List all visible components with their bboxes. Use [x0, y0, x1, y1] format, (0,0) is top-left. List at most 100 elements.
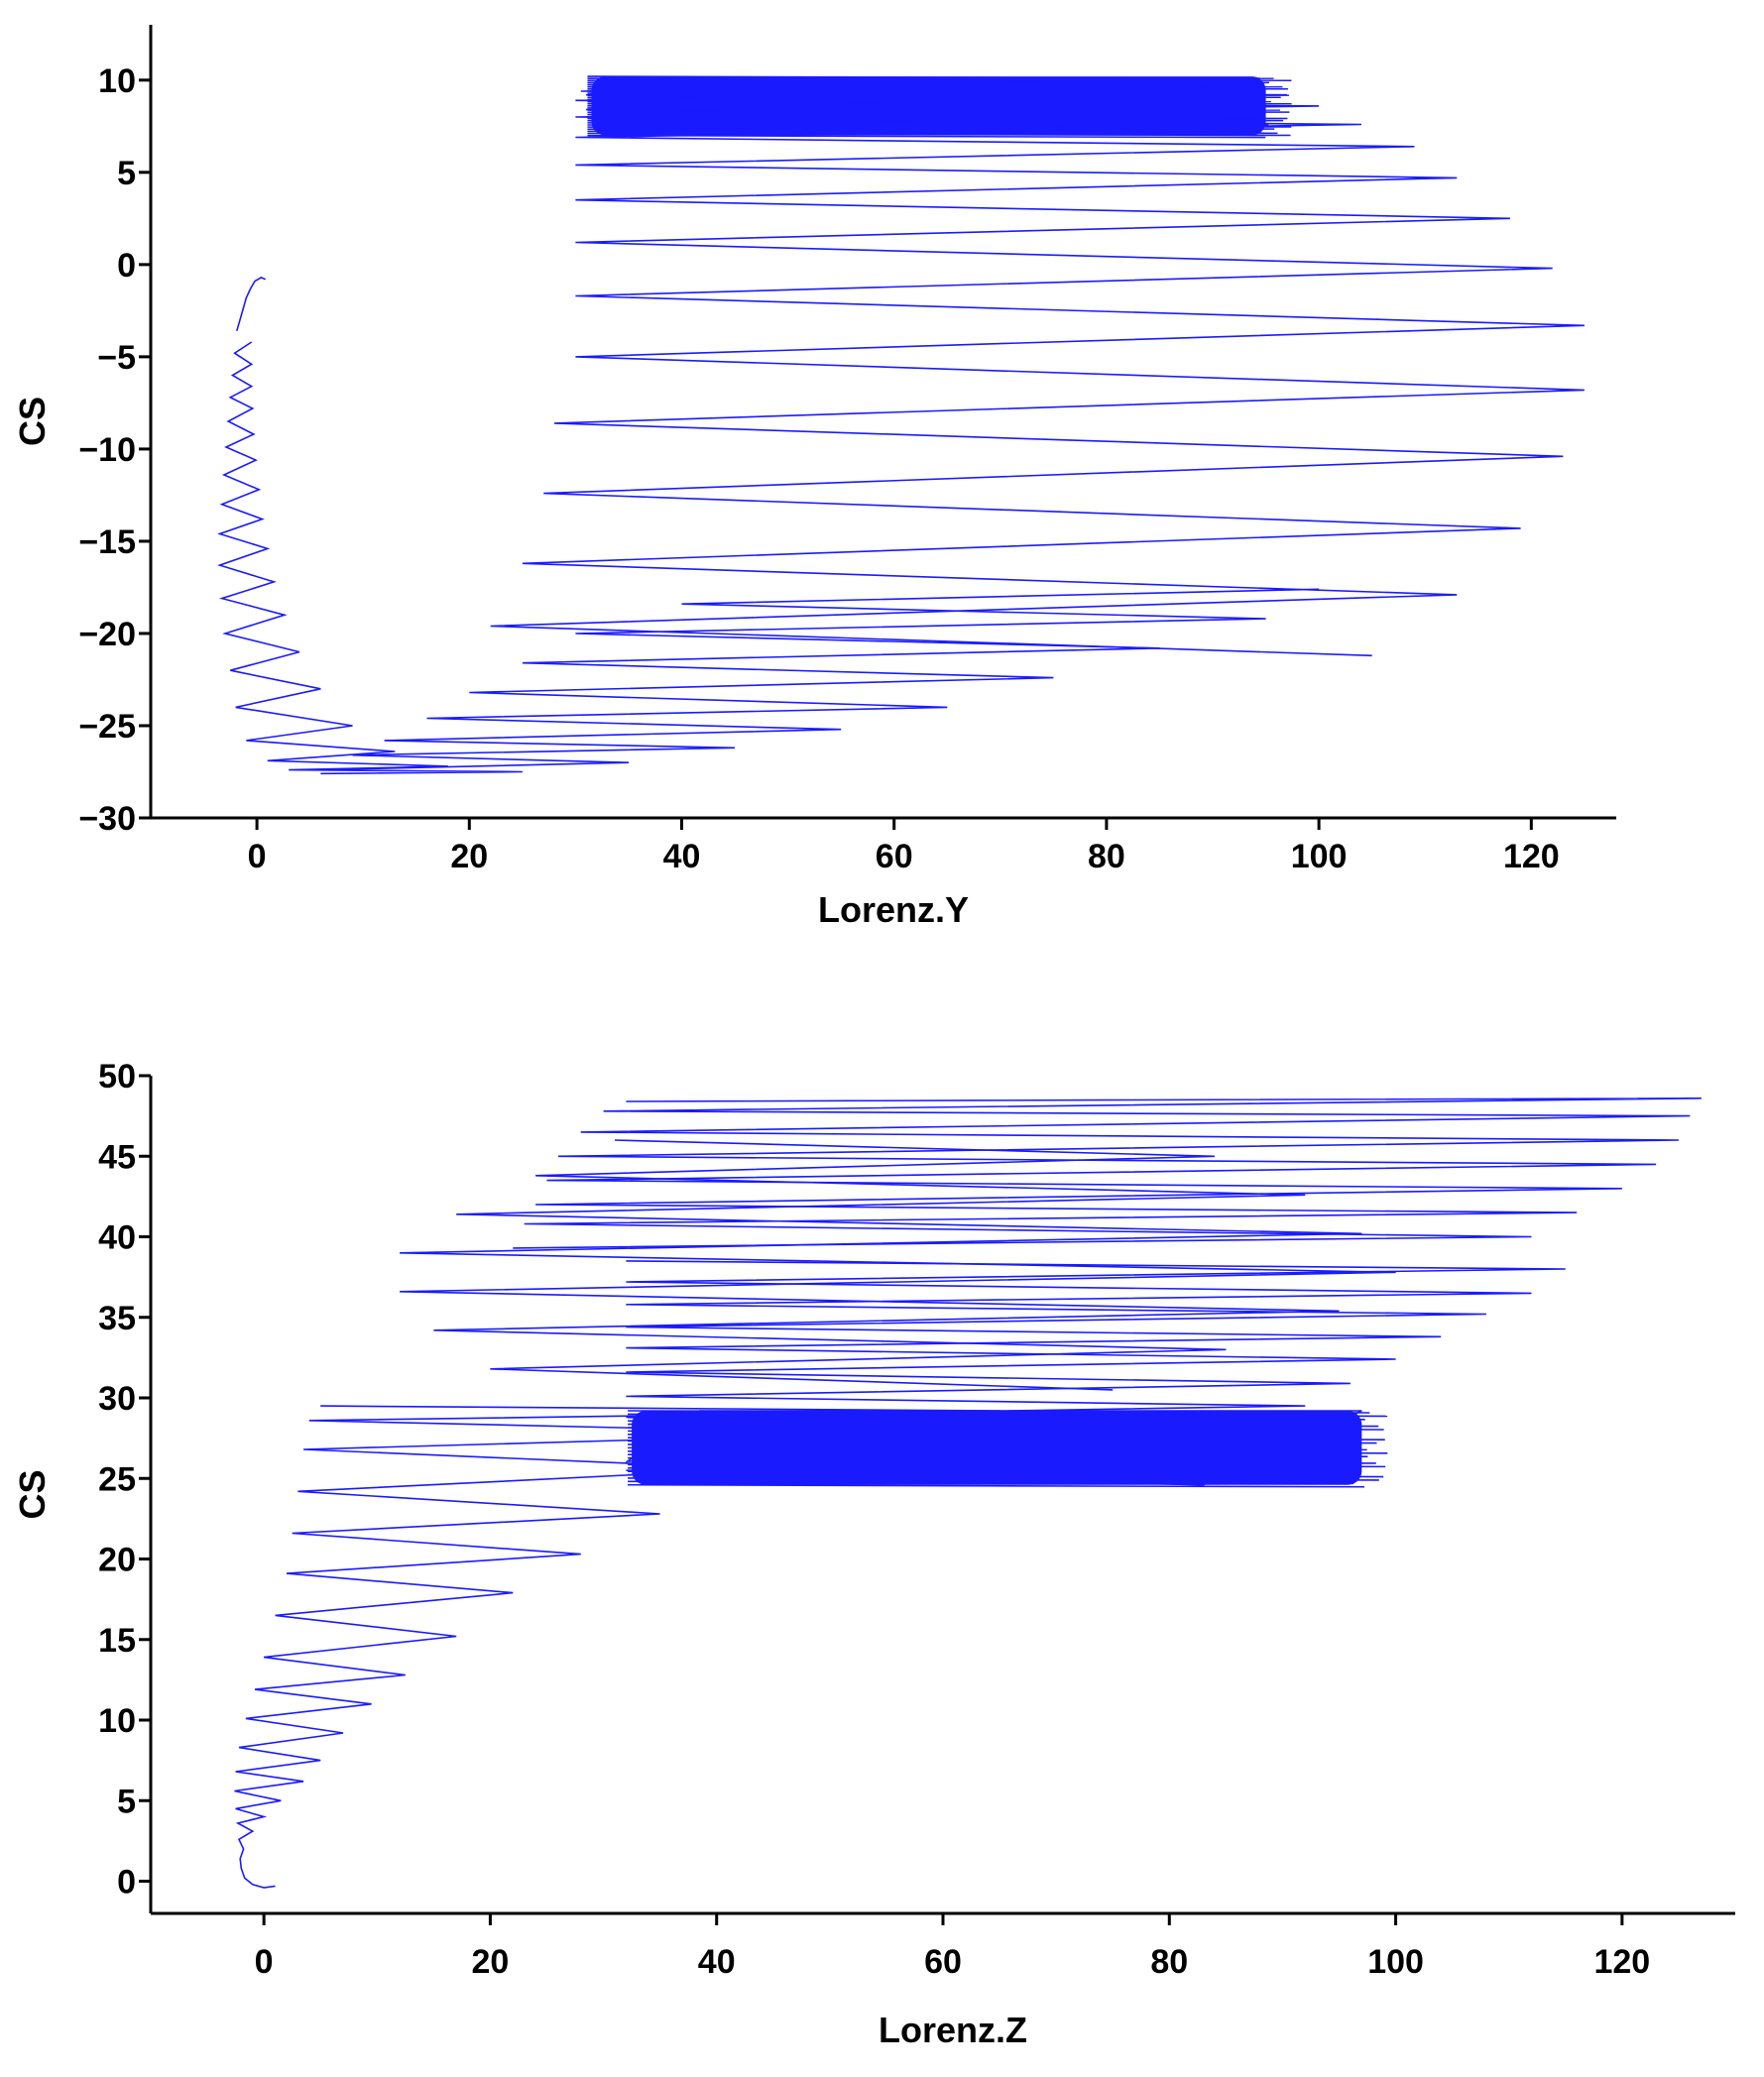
band-trace-line [628, 1427, 1384, 1431]
y-tick-label: 10 [98, 1702, 136, 1740]
band-trace-line [587, 126, 1275, 130]
band-trace-line [587, 115, 1288, 120]
y-tick-label: 20 [98, 1542, 136, 1579]
band-trace-line [628, 1480, 1353, 1485]
band-trace-line [628, 1423, 1379, 1428]
y-tick-label: 0 [117, 247, 136, 285]
x-tick-label: 60 [876, 838, 913, 875]
y-tick-label: 35 [98, 1300, 136, 1337]
band-trace-line [628, 1440, 1377, 1444]
x-tick-label: 100 [1291, 838, 1348, 875]
band-trace-line [587, 81, 1257, 86]
band-trace-line [628, 1460, 1376, 1464]
y-tick-label: −15 [78, 523, 136, 561]
band-trace-line [587, 90, 1263, 94]
x-tick-label: 40 [663, 838, 701, 875]
band-trace-line [628, 1413, 1388, 1418]
band-trace-line [628, 1410, 1370, 1414]
x-tick-label: 100 [1367, 1943, 1424, 1981]
y-tick-label: −5 [97, 339, 136, 377]
band-trace-line [587, 96, 1257, 101]
series-segment [490, 86, 1585, 657]
band-trace-line [628, 1430, 1357, 1435]
y-tick-label: −25 [78, 708, 136, 746]
band-trace-line [628, 1473, 1384, 1478]
y-axis-label: CS [12, 1469, 53, 1519]
band-trace-line [628, 1449, 1388, 1454]
band-trace-line [628, 1470, 1357, 1474]
x-tick-label: 0 [255, 1943, 274, 1981]
band-trace-line [587, 79, 1269, 84]
y-tick-label: 5 [117, 155, 136, 192]
band-trace-line [587, 107, 1281, 111]
x-tick-label: 80 [1150, 1943, 1188, 1981]
y-tick-label: 40 [98, 1219, 136, 1257]
x-axis-label: Lorenz.Y [818, 889, 969, 930]
series-segment [626, 1260, 1566, 1419]
band-trace-line [587, 102, 1272, 107]
y-tick-label: −30 [78, 800, 136, 838]
band-trace-line [587, 124, 1292, 128]
band-trace-line [628, 1483, 1365, 1488]
band-trace-line [587, 134, 1266, 139]
band-trace-line [587, 130, 1278, 135]
band-trace-line [587, 122, 1269, 126]
y-tick-label: 50 [98, 1058, 136, 1096]
band-trace-line [587, 92, 1290, 96]
band-trace-line [587, 132, 1291, 137]
x-tick-label: 60 [924, 1943, 962, 1981]
y-axis-label: CS [12, 397, 53, 446]
band-trace-line [587, 105, 1257, 109]
y-tick-label: −10 [78, 431, 136, 469]
band-trace-line [587, 75, 1274, 79]
y-tick-label: 25 [98, 1460, 136, 1498]
x-tick-label: 120 [1503, 838, 1560, 875]
band-trace-line [628, 1463, 1386, 1468]
x-tick-label: 20 [450, 838, 488, 875]
series-segment [513, 1097, 1702, 1249]
band-trace-line [587, 85, 1288, 90]
x-tick-label: 0 [248, 838, 267, 875]
band-trace-line [628, 1453, 1368, 1457]
band-trace-line [628, 1443, 1353, 1447]
band-trace-line [587, 119, 1258, 124]
x-tick-label: 80 [1088, 838, 1125, 875]
band-trace-line [587, 94, 1281, 99]
band-trace-line [628, 1420, 1353, 1424]
band-trace-line [628, 1416, 1365, 1421]
series-segment [217, 341, 523, 775]
x-tick-label: 20 [472, 1943, 510, 1981]
y-tick-label: −20 [78, 616, 136, 653]
y-tick-label: 45 [98, 1138, 136, 1176]
y-tick-label: 10 [98, 62, 136, 100]
x-axis-label: Lorenz.Z [879, 2010, 1027, 2050]
band-trace-line [587, 100, 1292, 105]
series-line [234, 1097, 1702, 1889]
y-tick-label: 0 [117, 1864, 136, 1902]
series-segment [234, 1405, 1000, 1889]
band-trace-line [587, 117, 1284, 122]
band-trace-line [628, 1477, 1379, 1481]
band-trace-line [587, 77, 1292, 82]
band-trace-line [587, 111, 1264, 116]
band-trace-line [587, 113, 1261, 118]
chart-top-lorenz-y: 10 5 0 −5 −10 −15 −20 −25 −30 0 20 40 60 80 100 120 Lore… [12, 25, 1616, 930]
band-trace-line [587, 109, 1290, 113]
band-trace-line [587, 88, 1261, 92]
y-tick-label: 15 [98, 1622, 136, 1660]
series-line [217, 75, 1585, 775]
band-trace-line [628, 1433, 1359, 1438]
band-trace-line [587, 83, 1283, 88]
band-trace-line [628, 1437, 1385, 1441]
x-tick-label: 120 [1593, 1943, 1650, 1981]
y-tick-label: 5 [117, 1783, 136, 1820]
band-trace-line [587, 98, 1271, 103]
series-segment [320, 588, 1320, 771]
series-segment [236, 277, 267, 332]
band-trace-line [628, 1446, 1367, 1451]
band-trace-line [628, 1466, 1359, 1471]
x-tick-label: 40 [698, 1943, 736, 1981]
y-tick-label: 30 [98, 1380, 136, 1418]
